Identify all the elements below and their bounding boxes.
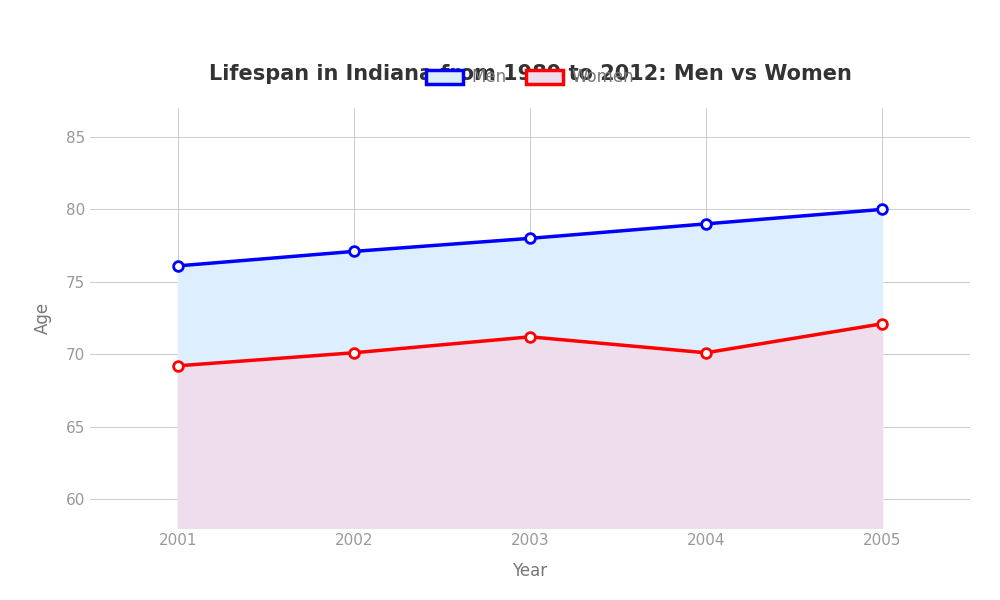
X-axis label: Year: Year (512, 562, 548, 580)
Legend: Men, Women: Men, Women (419, 62, 641, 93)
Title: Lifespan in Indiana from 1989 to 2012: Men vs Women: Lifespan in Indiana from 1989 to 2012: M… (209, 64, 851, 84)
Y-axis label: Age: Age (34, 302, 52, 334)
